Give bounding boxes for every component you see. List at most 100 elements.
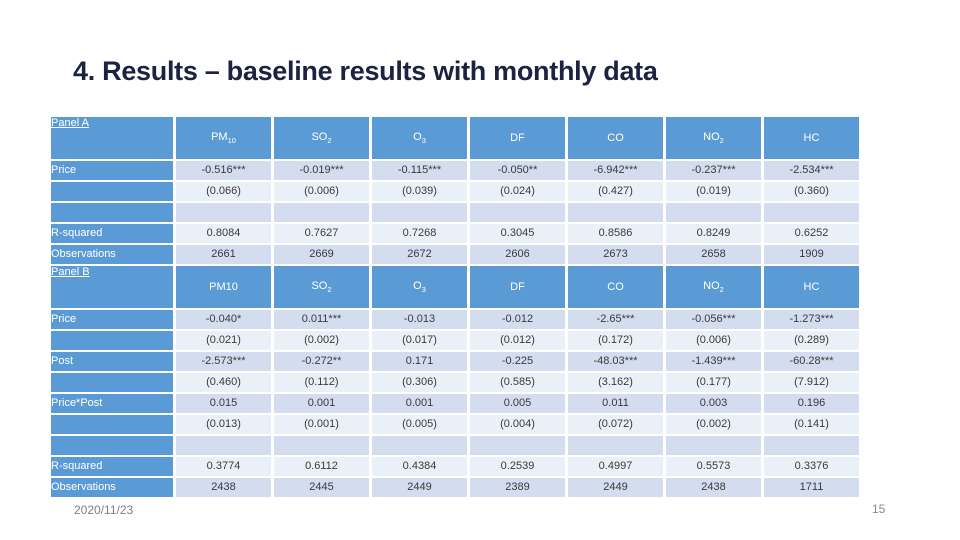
footer-date: 2020/11/23 [74,503,134,517]
table-cell: 1711 [764,478,859,497]
table-cell: -0.050** [470,161,565,180]
table-row: Price -0.516*** -0.019*** -0.115*** -0.050**… [51,161,859,180]
table-cell: 2438 [666,478,761,497]
table-cell: 0.011*** [274,310,369,329]
table-cell: -0.012 [470,310,565,329]
table-cell: 0.3376 [764,457,859,476]
table-cell: 0.7627 [274,224,369,243]
table-cell: (0.017) [372,331,467,350]
table-row: (0.013) (0.001) (0.005) (0.004) (0.072) (0.00… [51,415,859,434]
column-header: SO2 [274,266,369,308]
table-cell: (0.001) [274,415,369,434]
panel-header-row: Panel B PM10 SO2 O3 DF CO NO2 HC [51,266,859,308]
table-cell: -0.225 [470,352,565,371]
column-header: PM10 [176,266,271,308]
column-header: CO [568,266,663,308]
table-cell: -6.942*** [568,161,663,180]
table-cell: 0.011 [568,394,663,413]
table-cell: 0.3774 [176,457,271,476]
row-label: Post [51,352,173,371]
panel-label: Panel A [51,117,173,159]
table-cell: 1909 [764,245,859,264]
table-cell: (0.585) [470,373,565,392]
table-cell: (0.012) [470,331,565,350]
table-cell: (3.162) [568,373,663,392]
table-cell: (0.360) [764,182,859,201]
table-cell: (0.013) [176,415,271,434]
table-row [51,203,859,222]
column-header: SO2 [274,117,369,159]
row-label: Observations [51,245,173,264]
table-cell: 0.4384 [372,457,467,476]
table-row: (0.460) (0.112) (0.306) (0.585) (3.162) (0.17… [51,373,859,392]
column-header: HC [764,266,859,308]
table-cell [372,436,467,455]
table-cell: 0.171 [372,352,467,371]
table-cell: 2672 [372,245,467,264]
table-cell: (0.066) [176,182,271,201]
table-cell [274,436,369,455]
table-cell: 0.6252 [764,224,859,243]
table-cell [568,203,663,222]
column-header-subscript: 2 [327,136,332,146]
page-number: 15 [872,502,886,516]
table-cell [764,436,859,455]
table-cell: (7.912) [764,373,859,392]
table-cell: -0.115*** [372,161,467,180]
table-cell: (0.019) [666,182,761,201]
table-cell: (0.177) [666,373,761,392]
table-cell: 2389 [470,478,565,497]
row-label [51,436,173,455]
column-header: DF [470,266,565,308]
column-header-subscript: 3 [421,285,426,295]
column-header-subscript: 2 [327,285,332,295]
table-cell: -2.65*** [568,310,663,329]
table-cell: 0.7268 [372,224,467,243]
results-table-body: Panel A PM10 SO2 O3 DF CO NO2 HC Price -0.516*** -… [51,117,859,497]
table-row: (0.066) (0.006) (0.039) (0.024) (0.427) (0.01… [51,182,859,201]
table-row: Observations 2661 2669 2672 2606 2673 2658 1909 [51,245,859,264]
column-header: NO2 [666,117,761,159]
table-cell [372,203,467,222]
column-header: O3 [372,117,467,159]
table-cell: 0.015 [176,394,271,413]
table-cell: (0.006) [666,331,761,350]
table-cell: 0.2539 [470,457,565,476]
column-header-subscript: 2 [719,136,724,146]
table-cell [764,203,859,222]
table-cell: 0.4997 [568,457,663,476]
row-label: Observations [51,478,173,497]
row-label: R-squared [51,457,173,476]
table-cell: (0.024) [470,182,565,201]
row-label [51,415,173,434]
table-cell: 0.5573 [666,457,761,476]
table-cell: (0.004) [470,415,565,434]
column-header: NO2 [666,266,761,308]
table-cell [470,436,565,455]
column-header: DF [470,117,565,159]
table-row: Observations 2438 2445 2449 2389 2449 2438 1711 [51,478,859,497]
table-row: Price -0.040* 0.011*** -0.013 -0.012 -2.65***… [51,310,859,329]
table-cell: 0.001 [372,394,467,413]
table-cell: 2669 [274,245,369,264]
panel-header-row: Panel A PM10 SO2 O3 DF CO NO2 HC [51,117,859,159]
table-cell: 2658 [666,245,761,264]
table-cell: (0.141) [764,415,859,434]
table-cell: -0.516*** [176,161,271,180]
table-cell [176,203,271,222]
table-cell: (0.005) [372,415,467,434]
table-cell: -0.019*** [274,161,369,180]
row-label [51,203,173,222]
column-header: PM10 [176,117,271,159]
table-cell: 2445 [274,478,369,497]
table-row: Price*Post 0.015 0.001 0.001 0.005 0.011 0.003… [51,394,859,413]
slide-title: 4. Results – baseline results with month… [73,56,658,86]
row-label: Price [51,161,173,180]
table-cell: (0.460) [176,373,271,392]
table-cell: -2.573*** [176,352,271,371]
table-cell: 0.003 [666,394,761,413]
table-cell: (0.021) [176,331,271,350]
column-header: HC [764,117,859,159]
table-cell [666,203,761,222]
results-table: Panel A PM10 SO2 O3 DF CO NO2 HC Price -0.516*** -… [48,115,862,499]
